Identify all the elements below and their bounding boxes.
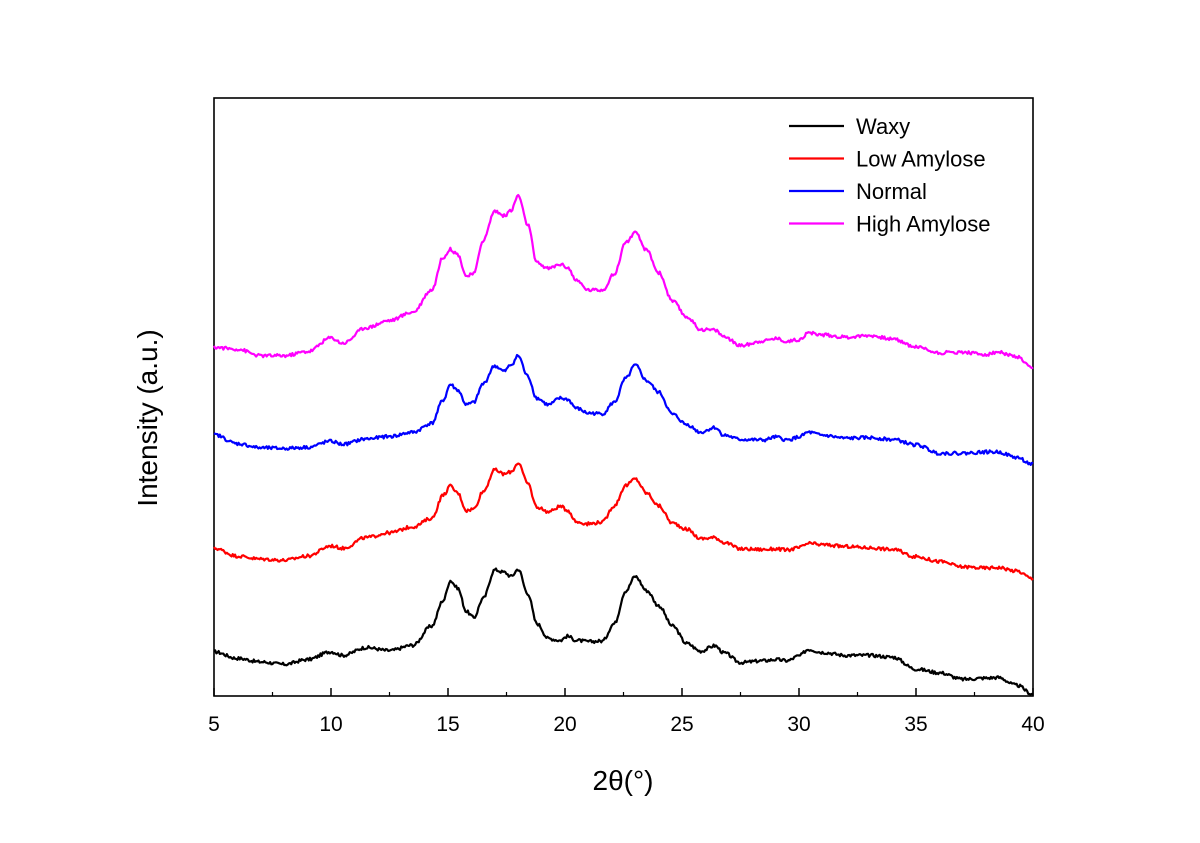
x-tick-label-20: 20 — [553, 713, 576, 736]
series-line-high-amylose — [213, 193, 1034, 370]
x-axis-title: 2θ(°) — [593, 765, 654, 796]
legend: Waxy Low Amylose Normal High Amylose — [789, 114, 991, 237]
series-layer — [213, 193, 1034, 696]
x-tick-label-5: 5 — [208, 713, 220, 736]
legend-label-waxy: Waxy — [856, 114, 910, 139]
series-line-low-amylose — [213, 462, 1034, 581]
x-tick-label-15: 15 — [436, 713, 459, 736]
x-tick-label-35: 35 — [904, 713, 927, 736]
legend-label-high-amylose: High Amylose — [856, 212, 991, 237]
x-tick-label-25: 25 — [670, 713, 693, 736]
series-line-normal — [213, 353, 1034, 466]
series-line-waxy — [213, 567, 1034, 696]
legend-label-low-amylose: Low Amylose — [856, 147, 986, 172]
x-tick-label-10: 10 — [319, 713, 342, 736]
legend-label-normal: Normal — [856, 179, 927, 204]
x-tick-label-40: 40 — [1021, 713, 1044, 736]
y-axis-title: Intensity (a.u.) — [132, 329, 163, 506]
x-tick-label-30: 30 — [787, 713, 810, 736]
x-axis-ticks: 5 10 15 20 25 30 35 40 — [208, 688, 1045, 736]
